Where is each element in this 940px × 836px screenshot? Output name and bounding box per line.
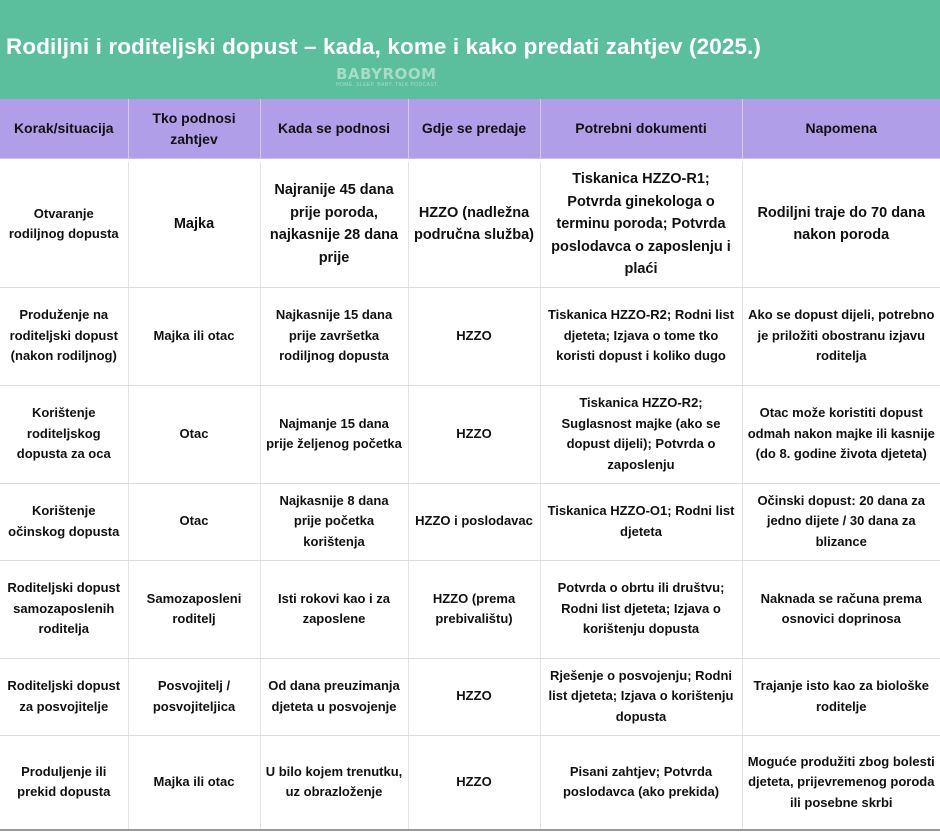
table-row: Roditeljski dopust za posvojitelje Posvo… [0,658,940,736]
column-header-where: Gdje se predaje [408,99,541,159]
table-cell-step: Korištenje očinskog dopusta [0,483,129,561]
logo-wordmark: BABYROOM [336,65,437,83]
table-cell-where: HZZO [408,658,541,736]
table-cell-documents: Tiskanica HZZO-R1; Potvrda ginekologa o … [540,162,743,288]
table-cell-step: Roditeljski dopust za posvojitelje [0,658,129,736]
table-cell-when: Isti rokovi kao i za zaposlene [260,560,409,659]
table-cell-when: Najkasnije 8 dana prije početka korišten… [260,483,409,561]
column-header-step: Korak/situacija [0,99,129,159]
page-title: Rodiljni i roditeljski dopust – kada, ko… [6,34,762,59]
table-cell-note: Naknada se računa prema osnovici doprino… [742,560,940,659]
table-cell-documents: Tiskanica HZZO-R2; Rodni list djeteta; I… [540,287,743,386]
column-header-when: Kada se podnosi [260,99,409,159]
table-cell-documents: Potvrda o obrtu ili društvu; Rodni list … [540,560,743,659]
table-cell-note: Otac može koristiti dopust odmah nakon m… [742,385,940,484]
column-header-who: Tko podnosi zahtjev [128,99,261,159]
table-cell-who: Samozaposleni roditelj [128,560,261,659]
table-cell-when: Od dana preuzimanja djeteta u posvojenje [260,658,409,736]
table-cell-when: Najranije 45 dana prije poroda, najkasni… [260,162,409,288]
table-cell-when: Najmanje 15 dana prije željenog početka [260,385,409,484]
table-cell-documents: Tiskanica HZZO-R2; Suglasnost majke (ako… [540,385,743,484]
table-spacer [0,158,940,162]
column-header-note: Napomena [742,99,940,159]
table-cell-where: HZZO i poslodavac [408,483,541,561]
parental-leave-table: Korak/situacija Tko podnosi zahtjev Kada… [0,99,940,831]
table-cell-where: HZZO (prema prebivalištu) [408,560,541,659]
logo-tagline: HOME. SLEEP. BABY. TALK PODCAST. [336,82,439,88]
table-cell-when: Najkasnije 15 dana prije završetka rodil… [260,287,409,386]
table-cell-where: HZZO [408,735,541,831]
table-cell-where: HZZO (nadležna područna služba) [408,162,541,288]
table-cell-documents: Rješenje o posvojenju; Rodni list djetet… [540,658,743,736]
table-cell-step: Otvaranje rodiljnog dopusta [0,162,129,288]
table-cell-who: Otac [128,385,261,484]
page-header: Rodiljni i roditeljski dopust – kada, ko… [0,0,940,99]
table-cell-who: Otac [128,483,261,561]
table-cell-documents: Pisani zahtjev; Potvrda poslodavca (ako … [540,735,743,831]
table-cell-step: Roditeljski dopust samozaposlenih rodite… [0,560,129,659]
table-cell-step: Korištenje roditeljskog dopusta za oca [0,385,129,484]
column-header-documents: Potrebni dokumenti [540,99,743,159]
table-cell-where: HZZO [408,287,541,386]
table-cell-when: U bilo kojem trenutku, uz obrazloženje [260,735,409,831]
table-cell-step: Produljenje ili prekid dopusta [0,735,129,831]
table-row: Produženje na roditeljski dopust (nakon … [0,287,940,386]
table-header-row: Korak/situacija Tko podnosi zahtjev Kada… [0,99,940,159]
table-cell-who: Majka ili otac [128,287,261,386]
table-row: Korištenje roditeljskog dopusta za oca O… [0,385,940,484]
table-cell-note: Rodiljni traje do 70 dana nakon poroda [742,162,940,288]
table-row: Korištenje očinskog dopusta Otac Najkasn… [0,483,940,561]
table-cell-note: Očinski dopust: 20 dana za jedno dijete … [742,483,940,561]
table-cell-note: Trajanje isto kao za biološke roditelje [742,658,940,736]
table-cell-note: Moguće produžiti zbog bolesti djeteta, p… [742,735,940,831]
table-row: Otvaranje rodiljnog dopusta Majka Najran… [0,162,940,288]
table-row: Roditeljski dopust samozaposlenih rodite… [0,560,940,659]
table-cell-where: HZZO [408,385,541,484]
table-row: Produljenje ili prekid dopusta Majka ili… [0,735,940,831]
table-cell-who: Majka [128,162,261,288]
table-cell-step: Produženje na roditeljski dopust (nakon … [0,287,129,386]
table-cell-who: Posvojitelj / posvojiteljica [128,658,261,736]
babyroom-logo: BABYROOM HOME. SLEEP. BABY. TALK PODCAST… [336,66,439,88]
table-cell-who: Majka ili otac [128,735,261,831]
table-cell-note: Ako se dopust dijeli, potrebno je prilož… [742,287,940,386]
table-cell-documents: Tiskanica HZZO-O1; Rodni list djeteta [540,483,743,561]
